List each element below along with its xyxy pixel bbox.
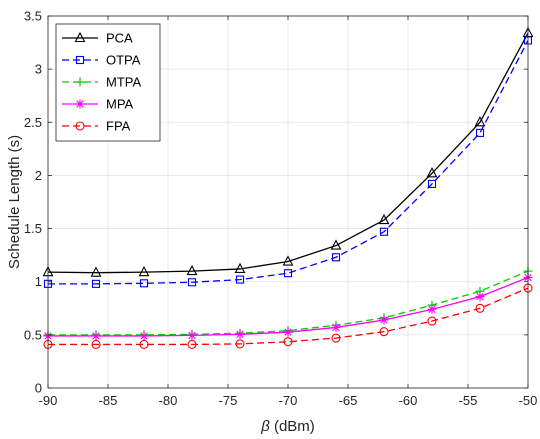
series-fpa xyxy=(43,283,533,349)
data-point-otpa xyxy=(91,279,101,288)
series-pca xyxy=(42,26,534,277)
data-point-pca xyxy=(474,116,486,127)
legend-item-mpa: MPA xyxy=(62,97,134,112)
x-tick-label: -50 xyxy=(519,393,538,408)
legend-item-pca: PCA xyxy=(62,31,133,46)
data-point-otpa xyxy=(187,278,197,287)
legend-marker-pca xyxy=(74,31,86,43)
legend-item-otpa: OTPA xyxy=(62,53,141,68)
series-line-pca xyxy=(47,32,529,274)
legend-item-mtpa: MTPA xyxy=(62,75,141,90)
y-tick-label: 1 xyxy=(35,274,42,289)
data-point-fpa xyxy=(331,333,341,343)
data-point-mpa xyxy=(187,330,197,340)
data-point-mpa xyxy=(283,327,293,337)
series-line-fpa xyxy=(48,287,529,346)
series-line-otpa xyxy=(48,40,529,285)
legend-label-otpa: OTPA xyxy=(106,53,141,68)
data-point-pca xyxy=(186,264,198,276)
legend: PCA OTPA MTPA MPA FPA xyxy=(55,23,161,142)
series-line-mtpa xyxy=(48,270,529,336)
y-tick-label: 1.5 xyxy=(24,221,42,236)
data-point-otpa xyxy=(427,179,437,188)
data-point-mpa xyxy=(91,331,101,341)
x-tick-label: -75 xyxy=(219,393,238,408)
legend-marker-mtpa xyxy=(75,77,85,87)
legend-marker-otpa xyxy=(75,55,85,65)
data-point-fpa xyxy=(187,339,197,349)
data-point-pca xyxy=(90,266,102,277)
data-point-mpa xyxy=(235,329,245,339)
y-axis-label: Schedule Length (s) xyxy=(6,135,23,269)
data-point-pca xyxy=(378,213,390,225)
x-tick-label: -70 xyxy=(279,393,298,408)
legend-label-mtpa: MTPA xyxy=(106,75,141,90)
data-point-otpa xyxy=(331,253,341,262)
x-axis-label: β (dBm) xyxy=(260,418,315,435)
x-tick-label: -85 xyxy=(99,393,118,408)
data-point-mpa xyxy=(427,304,437,314)
data-point-mpa xyxy=(475,292,485,302)
x-tick-label: -55 xyxy=(459,393,478,408)
data-point-pca xyxy=(282,255,294,266)
data-point-otpa xyxy=(139,279,149,288)
x-tick-label: -90 xyxy=(39,393,58,408)
data-point-fpa xyxy=(427,316,437,326)
legend-label-pca: PCA xyxy=(106,31,133,46)
data-point-pca xyxy=(234,262,246,274)
legend-marker-fpa xyxy=(75,121,85,131)
x-tick-label: -65 xyxy=(339,393,358,408)
data-point-otpa xyxy=(475,128,485,137)
data-point-fpa xyxy=(379,327,389,337)
data-point-fpa xyxy=(475,303,485,313)
y-tick-label: 0.5 xyxy=(24,327,42,342)
x-tick-label: -80 xyxy=(159,393,178,408)
data-point-fpa xyxy=(283,337,293,347)
y-tick-label: 0 xyxy=(35,381,42,396)
y-tick-label: 2 xyxy=(35,168,42,183)
y-tick-label: 3 xyxy=(35,62,42,77)
data-point-otpa xyxy=(379,227,389,236)
data-point-otpa xyxy=(283,269,293,278)
data-point-fpa xyxy=(235,339,245,349)
data-point-mpa xyxy=(331,322,341,332)
legend-marker-mpa xyxy=(75,99,85,109)
y-tick-label: 3.5 xyxy=(24,9,42,24)
data-point-fpa xyxy=(139,339,149,349)
data-point-pca xyxy=(330,239,342,250)
data-point-fpa xyxy=(91,339,101,349)
x-axis-symbol: β xyxy=(260,418,270,435)
ticks: -90 -85 -80 -75 -70 -65 -60 -55 -50 0 0.5 1 1.5 2 2.5 3… xyxy=(24,9,537,409)
legend-item-fpa: FPA xyxy=(62,119,131,134)
series-layer xyxy=(42,26,534,349)
data-point-pca xyxy=(138,265,150,277)
y-tick-label: 2.5 xyxy=(24,115,42,130)
x-tick-label: -60 xyxy=(399,393,418,408)
data-point-otpa xyxy=(235,275,245,284)
legend-label-mpa: MPA xyxy=(106,97,134,112)
x-axis-unit: (dBm) xyxy=(270,418,315,435)
legend-label-fpa: FPA xyxy=(106,119,131,134)
data-point-pca xyxy=(426,167,438,178)
data-point-mpa xyxy=(379,315,389,325)
data-point-mpa xyxy=(139,331,149,341)
